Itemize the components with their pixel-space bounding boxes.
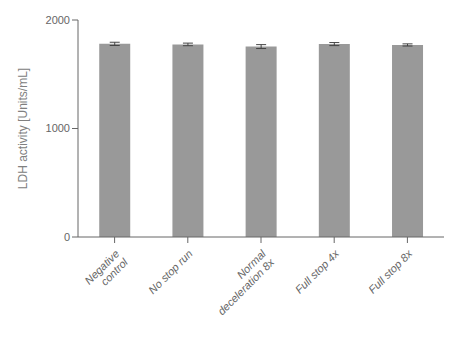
svg-text:0: 0 bbox=[64, 231, 70, 243]
svg-text:Negativecontrol: Negativecontrol bbox=[82, 247, 130, 295]
svg-text:Full stop 8x: Full stop 8x bbox=[366, 247, 415, 296]
svg-text:2000: 2000 bbox=[46, 14, 70, 26]
svg-text:LDH activity [Units/mL]: LDH activity [Units/mL] bbox=[16, 68, 30, 189]
svg-text:Full stop 4x: Full stop 4x bbox=[293, 247, 342, 296]
svg-text:Normaldeceleration 8x: Normaldeceleration 8x bbox=[207, 247, 277, 317]
svg-text:1000: 1000 bbox=[46, 122, 70, 134]
svg-text:No stop run: No stop run bbox=[146, 247, 195, 296]
